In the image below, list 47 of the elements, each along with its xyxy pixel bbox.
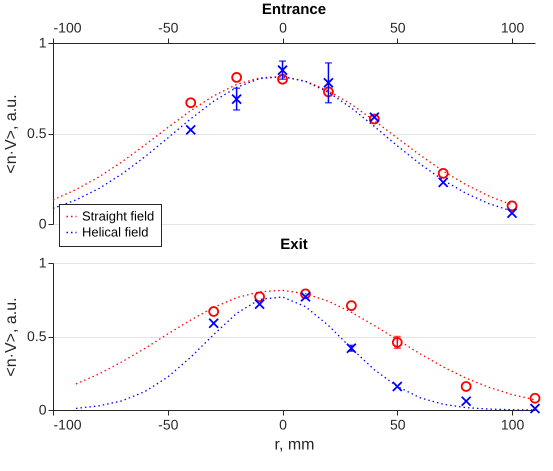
point — [530, 392, 540, 404]
legend-label: Helical field — [82, 224, 148, 240]
point — [300, 288, 311, 300]
x-tick-label: -100 — [54, 20, 82, 36]
legend-label: Straight field — [82, 208, 154, 224]
x-tick-label: -50 — [158, 20, 179, 36]
point — [300, 291, 311, 302]
point — [392, 381, 403, 392]
y-tick-label: 0 — [38, 216, 47, 232]
point — [277, 64, 288, 76]
x-tick-label: -50 — [158, 416, 179, 432]
y-axis-title: <n·V>, a.u. — [3, 297, 20, 377]
y-axis-title: <n·V>, a.u. — [3, 94, 20, 174]
y-tick-label: 0.5 — [27, 328, 47, 344]
point — [254, 298, 265, 310]
point — [438, 168, 449, 179]
point — [506, 208, 518, 219]
y-tick-label: 0.5 — [27, 125, 47, 141]
x-tick-label: -100 — [54, 416, 82, 432]
point — [185, 97, 196, 108]
point — [185, 124, 196, 136]
point — [323, 86, 334, 98]
point — [460, 381, 472, 392]
point — [346, 300, 357, 311]
point — [323, 77, 334, 88]
point — [231, 94, 242, 104]
point — [231, 72, 242, 83]
chart-title: Exit — [280, 236, 308, 253]
point — [438, 177, 449, 188]
x-tick-label: 50 — [390, 416, 406, 432]
x-tick-label: 0 — [279, 416, 288, 432]
y-tick-label: 0 — [38, 402, 47, 418]
y-tick-label: 1 — [38, 254, 47, 270]
y-tick-label: 1 — [38, 34, 47, 50]
x-axis-title: r, mm — [274, 436, 314, 454]
x-tick-label: 100 — [500, 20, 524, 36]
x-tick-label: 100 — [500, 416, 524, 432]
x-tick-label: 50 — [390, 20, 406, 36]
point — [277, 74, 288, 85]
point — [208, 318, 220, 329]
point — [254, 291, 265, 302]
point — [530, 403, 540, 414]
point — [460, 396, 472, 407]
x-tick-label: 0 — [279, 20, 288, 36]
point — [506, 200, 518, 212]
chart-title: Entrance — [262, 1, 326, 18]
point — [208, 306, 220, 317]
